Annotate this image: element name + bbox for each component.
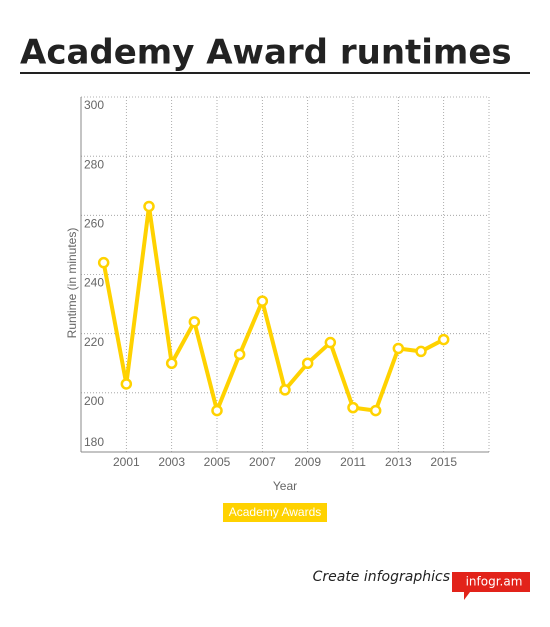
y-tick-label: 300: [84, 98, 104, 112]
footer-badge-bg[interactable]: [452, 572, 530, 600]
chart-title: Academy Award runtimes: [20, 33, 512, 73]
point: [279, 384, 291, 396]
point: [143, 200, 155, 213]
y-tick-label: 220: [84, 335, 104, 349]
point: [256, 295, 269, 307]
point: [415, 345, 427, 358]
line: [101, 204, 445, 413]
x-tick-label: 2011: [340, 455, 366, 469]
y-axis-title: Runtime (in minutes): [65, 228, 79, 339]
point: [369, 404, 382, 417]
x-tick-label: 2013: [385, 455, 412, 469]
footer-badge[interactable]: infogr.am: [466, 575, 523, 589]
point: [437, 333, 450, 346]
point: [392, 342, 405, 355]
point: [165, 357, 178, 369]
point: [188, 316, 201, 328]
y-tick-label: 200: [84, 394, 104, 408]
y-tick-label: 180: [84, 435, 104, 449]
x-tick-label: 2003: [158, 455, 185, 469]
x-tick-label: 2007: [249, 455, 276, 469]
y-tick-label: 280: [84, 157, 104, 171]
point: [301, 357, 314, 369]
point: [211, 404, 223, 417]
point: [97, 256, 110, 269]
x-tick-label: 2009: [294, 455, 321, 469]
y-tick-label: 260: [84, 217, 104, 231]
point: [233, 348, 246, 361]
x-tick-label: 2001: [113, 455, 140, 469]
x-tick-label: 2005: [204, 455, 231, 469]
footer-text: Create infographics: [313, 569, 450, 585]
legend-swatch: [223, 503, 327, 522]
y-tick-label: 240: [84, 276, 104, 290]
x-axis-title: Year: [273, 479, 297, 493]
point: [324, 336, 337, 349]
point: [347, 401, 359, 414]
point: [120, 378, 133, 390]
legend-label: Academy Awards: [229, 505, 322, 519]
x-tick-label: 2015: [430, 455, 457, 469]
